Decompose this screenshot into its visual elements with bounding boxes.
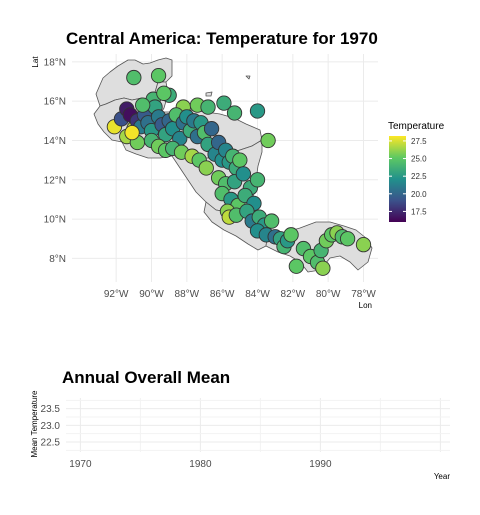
map-y-tick-label: 16°N — [44, 97, 66, 108]
temperature-point — [216, 95, 232, 111]
annual-title: Annual Overall Mean — [62, 368, 230, 387]
legend-tick-label: 22.5 — [411, 172, 427, 181]
map-y-tick-label: 18°N — [44, 57, 66, 68]
map-x-tick-label: 92°W — [104, 289, 129, 300]
annual-y-tick-label: 22.5 — [41, 438, 61, 449]
temperature-point — [355, 237, 372, 253]
temperature-legend: Temperature 17.5 20.0 22.5 25.0 27.5 — [388, 121, 445, 222]
temperature-point — [249, 172, 266, 188]
temperature-point — [315, 260, 331, 276]
map-x-tick-labels: 92°W 90°W 88°W 86°W 84°W 82°W 80°W 78°W — [104, 289, 376, 300]
legend-colorbar — [389, 136, 406, 222]
map-points — [106, 67, 372, 276]
annual-y-axis-label: Mean Temperature — [30, 390, 39, 458]
annual-x-axis-label: Year — [434, 472, 451, 481]
land-island — [205, 91, 213, 97]
temperature-point — [288, 258, 305, 274]
land-island — [245, 75, 251, 80]
temperature-point — [226, 105, 243, 121]
map-y-tick-labels: 8°N 10°N 12°N 14°N 16°N 18°N — [44, 57, 66, 265]
map-x-axis-label: Lon — [359, 301, 372, 310]
legend-tick-labels: 17.5 20.0 22.5 25.0 27.5 — [389, 137, 427, 216]
legend-tick-label: 27.5 — [411, 137, 427, 146]
annual-mean-panel: Annual Overall Mean 1970 1980 1990 22.5 23.… — [30, 368, 450, 481]
legend-tick-label: 25.0 — [411, 155, 427, 164]
temperature-point — [249, 103, 266, 119]
annual-gridlines — [66, 398, 450, 452]
temperature-point — [126, 69, 142, 86]
temperature-point — [124, 124, 140, 141]
temperature-point — [260, 132, 276, 149]
annual-y-tick-label: 23.0 — [41, 421, 61, 432]
temperature-point — [200, 99, 216, 115]
map-x-tick-label: 88°W — [175, 289, 200, 300]
map-title: Central America: Temperature for 1970 — [66, 29, 378, 48]
map-y-axis-label: Lat — [31, 56, 40, 68]
map-x-tick-label: 90°W — [139, 289, 164, 300]
map-x-tick-label: 82°W — [281, 289, 306, 300]
map-y-tick-label: 10°N — [44, 215, 66, 226]
annual-y-tick-labels: 22.5 23.0 23.5 — [41, 404, 61, 448]
temperature-point — [235, 166, 252, 182]
map-x-tick-label: 84°W — [245, 289, 270, 300]
temperature-point — [232, 152, 248, 168]
map-panel: Central America: Temperature for 1970 92… — [31, 29, 378, 310]
annual-y-tick-label: 23.5 — [41, 404, 61, 415]
annual-x-tick-labels: 1970 1980 1990 — [69, 459, 332, 470]
temperature-point — [198, 160, 214, 176]
map-x-tick-label: 78°W — [351, 289, 376, 300]
temperature-point — [150, 67, 167, 84]
map-y-tick-label: 8°N — [49, 254, 66, 265]
legend-tick-label: 20.0 — [411, 190, 427, 199]
map-y-tick-label: 12°N — [44, 175, 66, 186]
temperature-point — [263, 213, 280, 229]
annual-x-tick-label: 1980 — [189, 459, 212, 470]
map-x-tick-label: 86°W — [210, 289, 235, 300]
map-y-tick-label: 14°N — [44, 136, 66, 147]
legend-title: Temperature — [388, 121, 445, 132]
map-x-tick-label: 80°W — [316, 289, 341, 300]
legend-tick-label: 17.5 — [411, 207, 427, 216]
temperature-point — [135, 97, 151, 113]
annual-x-tick-label: 1970 — [69, 459, 92, 470]
temperature-point — [339, 231, 356, 247]
temperature-point — [203, 121, 220, 137]
annual-x-tick-label: 1990 — [309, 459, 332, 470]
temperature-point — [283, 227, 299, 243]
temperature-point — [156, 85, 172, 101]
